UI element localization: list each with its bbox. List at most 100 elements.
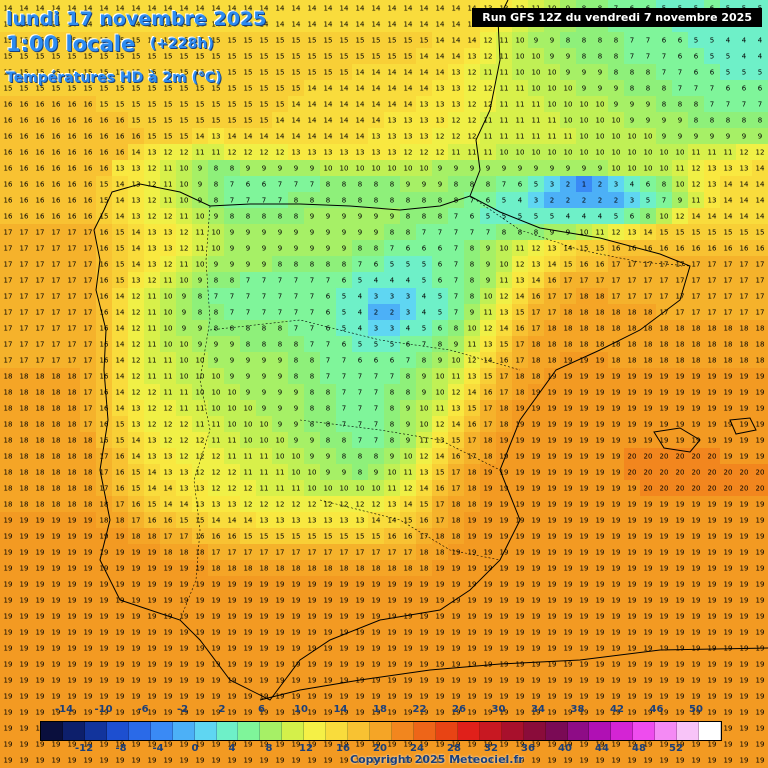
temp-value: 14	[708, 213, 717, 221]
temp-value: 19	[84, 629, 93, 637]
temp-value: 19	[644, 565, 653, 573]
legend-swatch	[611, 722, 634, 740]
temp-value: 19	[500, 453, 509, 461]
temp-value: 18	[52, 453, 61, 461]
temp-value: 15	[164, 101, 173, 109]
temp-value: 6	[662, 37, 667, 45]
temp-value: 16	[116, 453, 125, 461]
temp-value: 19	[708, 757, 717, 765]
temp-value: 9	[342, 213, 346, 221]
temp-value: 7	[470, 197, 474, 205]
temp-value: 17	[436, 517, 445, 525]
temp-value: 16	[20, 213, 29, 221]
temp-cell	[416, 32, 433, 49]
temp-value: 15	[276, 101, 285, 109]
temp-value: 9	[262, 405, 266, 413]
temp-value: 6	[694, 53, 699, 61]
temp-value: 19	[4, 565, 13, 573]
temp-value: 4	[374, 277, 379, 285]
temp-value: 19	[276, 661, 285, 669]
temp-value: 18	[708, 325, 717, 333]
temp-value: 19	[596, 517, 605, 525]
temp-cell	[752, 48, 768, 65]
temp-value: 19	[84, 549, 93, 557]
temp-value: 10	[660, 213, 669, 221]
temp-cell	[464, 32, 481, 49]
legend-label: -4	[152, 743, 164, 754]
temp-value: 5	[742, 69, 746, 77]
temp-value: 17	[52, 277, 61, 285]
temp-cell	[432, 48, 449, 65]
temp-cell	[368, 32, 385, 49]
temp-value: 9	[294, 245, 298, 253]
temp-value: 11	[212, 421, 221, 429]
temp-value: 7	[678, 85, 682, 93]
temp-value: 16	[68, 197, 77, 205]
temp-value: 19	[724, 373, 733, 381]
temp-value: 10	[532, 69, 541, 77]
legend-label: 48	[632, 743, 646, 754]
temp-value: 7	[278, 197, 282, 205]
temp-value: 19	[4, 645, 13, 653]
temp-value: 16	[228, 533, 237, 541]
temp-value: 19	[692, 421, 701, 429]
temp-cell	[96, 0, 113, 17]
temp-value: 9	[694, 133, 698, 141]
temp-value: 9	[278, 389, 282, 397]
temp-value: 9	[246, 165, 250, 173]
temp-cell	[336, 48, 353, 65]
temp-value: 14	[532, 277, 541, 285]
temp-value: 14	[372, 517, 381, 525]
temp-cell	[688, 48, 705, 65]
temp-value: 11	[404, 469, 413, 477]
temp-cell	[16, 64, 33, 81]
temp-value: 6	[326, 309, 331, 317]
temp-cell	[592, 48, 609, 65]
temp-value: 19	[612, 485, 621, 493]
temp-value: 18	[100, 501, 109, 509]
temp-value: 15	[292, 53, 301, 61]
temp-value: 9	[662, 133, 666, 141]
temp-value: 8	[438, 213, 442, 221]
temp-value: 16	[644, 245, 653, 253]
temp-value: 3	[406, 309, 410, 317]
temp-value: 14	[388, 69, 397, 77]
temp-value: 19	[292, 661, 301, 669]
temp-value: 19	[644, 613, 653, 621]
temp-value: 19	[324, 581, 333, 589]
temp-value: 9	[582, 165, 586, 173]
temp-value: 18	[468, 469, 477, 477]
temp-value: 13	[132, 165, 141, 173]
temp-cell	[176, 64, 193, 81]
temp-value: 18	[580, 325, 589, 333]
temp-value: 19	[740, 757, 749, 765]
temp-value: 17	[68, 293, 77, 301]
temp-cell	[256, 48, 273, 65]
temp-value: 9	[294, 421, 298, 429]
temp-value: 19	[500, 613, 509, 621]
temp-value: 19	[596, 453, 605, 461]
temp-value: 11	[676, 165, 685, 173]
temp-value: 15	[372, 53, 381, 61]
temp-value: 19	[516, 421, 525, 429]
temp-value: 19	[580, 389, 589, 397]
temp-value: 19	[628, 645, 637, 653]
temp-value: 19	[484, 629, 493, 637]
temp-value: 19	[516, 613, 525, 621]
temp-value: 17	[612, 277, 621, 285]
temp-value: 19	[52, 677, 61, 685]
temp-value: 19	[20, 741, 29, 749]
temp-value: 9	[550, 53, 554, 61]
temp-value: 10	[548, 85, 557, 93]
temp-value: 19	[756, 533, 765, 541]
temp-value: 19	[580, 661, 589, 669]
temp-value: 19	[164, 661, 173, 669]
temp-value: 19	[36, 533, 45, 541]
temp-value: 16	[100, 341, 109, 349]
temp-value: 19	[596, 549, 605, 557]
temp-value: 19	[420, 661, 429, 669]
temp-value: 8	[230, 325, 234, 333]
temp-value: 18	[404, 565, 413, 573]
temp-value: 7	[246, 309, 250, 317]
temp-value: 17	[52, 309, 61, 317]
